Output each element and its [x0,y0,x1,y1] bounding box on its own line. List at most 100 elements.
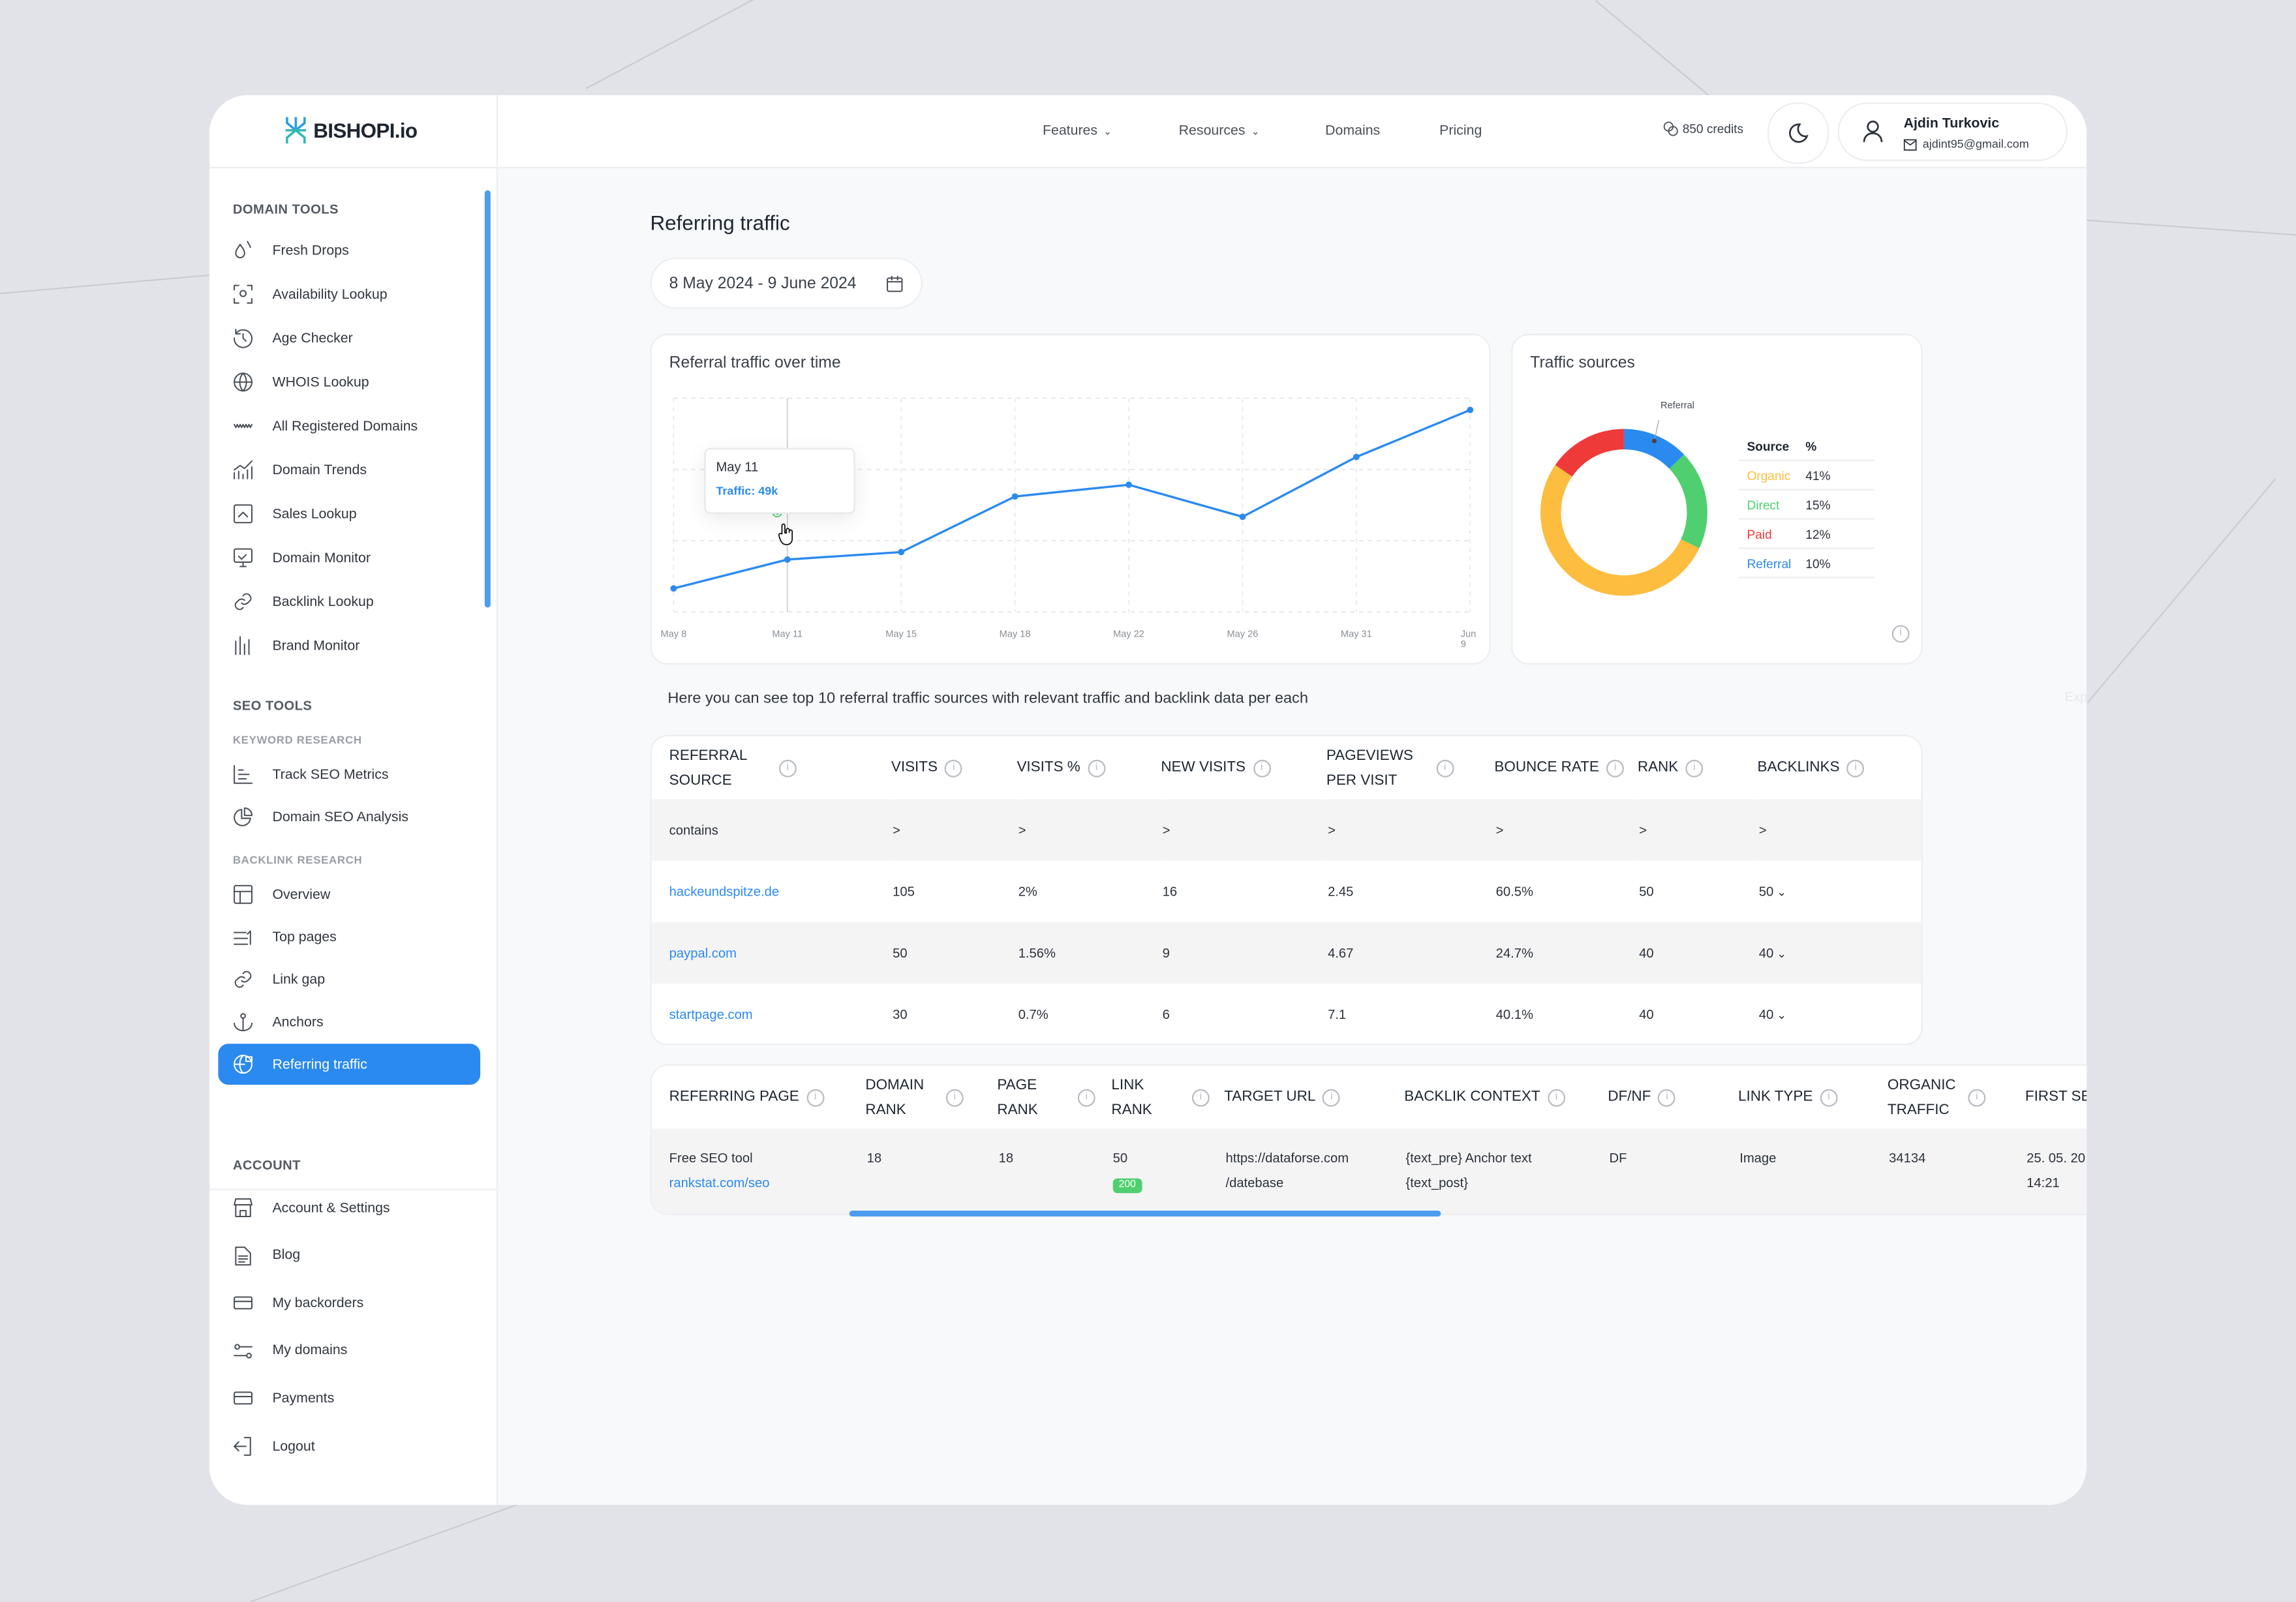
sidebar-item-sales-lookup[interactable]: Sales Lookup [218,493,480,534]
filter-cell[interactable]: > [1328,823,1336,838]
donut-slice-paid[interactable] [1555,429,1624,477]
horizontal-scrollbar[interactable] [849,1211,1441,1217]
column-header[interactable]: VISITS % i [1017,736,1161,800]
column-header[interactable]: PAGEVIEWS PER VISIT i [1326,736,1495,800]
donut-slice-direct[interactable] [1669,454,1707,549]
info-icon[interactable]: i [1820,1088,1838,1106]
column-header[interactable]: ORGANIC TRAFFIC i [1888,1066,2025,1129]
sidebar-item-anchors[interactable]: Anchors [218,1001,480,1042]
nav-features[interactable]: Features ⌄ [1043,123,1112,140]
donut-slice-referral[interactable] [1623,429,1685,469]
filter-cell[interactable]: > [1495,823,1504,838]
info-icon[interactable]: i [1658,1088,1676,1106]
sidebar-item-domain-trends[interactable]: Domain Trends [218,449,480,491]
sidebar-item-all-registered-domains[interactable]: All Registered Domains [218,406,480,447]
info-icon[interactable]: i [1191,1088,1210,1106]
referral-source-link[interactable]: startpage.com [652,984,891,1044]
column-header[interactable]: BACKLINKS i [1757,736,1921,800]
sidebar-item-whois-lookup[interactable]: WHOIS Lookup [218,361,480,402]
referral-source-link[interactable]: paypal.com [652,922,891,984]
sidebar-item-blog[interactable]: Blog [218,1235,480,1276]
column-header[interactable]: LINK RANK i [1111,1066,1224,1129]
sidebar-item-top-pages[interactable]: Top pages [218,916,480,958]
dark-mode-toggle[interactable] [1767,102,1829,164]
donut-slice-organic[interactable] [1540,464,1700,596]
column-header[interactable]: VISITS i [891,736,1017,800]
info-icon[interactable]: i [1253,759,1271,777]
sidebar-item-payments[interactable]: Payments [218,1378,480,1419]
sidebar-item-referring-traffic[interactable]: Referring traffic [218,1044,481,1085]
brand-logo[interactable]: BISHOPI.io [283,115,418,145]
sidebar-item-domain-seo-analysis[interactable]: Domain SEO Analysis [218,796,480,838]
header-wrap: LINK RANK i [1111,1072,1224,1122]
nav-resources[interactable]: Resources ⌄ [1179,123,1260,140]
date-range-picker[interactable]: 8 May 2024 - 9 June 2024 [650,257,923,309]
sidebar-item-my-domains[interactable]: My domains [218,1331,480,1372]
info-icon[interactable]: i [1547,1088,1565,1106]
column-header[interactable]: TARGET URL i [1224,1066,1404,1129]
info-icon[interactable]: i [1846,759,1865,777]
sidebar-item-age-checker[interactable]: Age Checker [218,318,480,359]
sidebar-item-availability-lookup[interactable]: Availability Lookup [218,274,480,315]
user-menu[interactable]: Ajdin Turkovic ajdint95@gmail.com [1837,102,2068,161]
referral-source-link[interactable]: hackeundspitze.de [652,861,891,922]
info-icon[interactable]: i [806,1088,824,1106]
sidebar-item-overview[interactable]: Overview [218,874,480,915]
page-url[interactable]: rankstat.com/seo [669,1171,864,1196]
filter-cell[interactable]: > [1639,823,1647,838]
chevron-down-icon[interactable]: ⌄ [1773,947,1787,961]
filter-cell[interactable]: > [1018,823,1026,838]
chevron-down-icon[interactable]: ⌄ [1773,1008,1787,1022]
table-cell: 50 [1638,861,1758,922]
chevron-down-icon[interactable]: ⌄ [1773,885,1787,899]
column-header[interactable]: DOMAIN RANK i [865,1066,997,1129]
filter-cell[interactable]: > [893,823,900,838]
column-header[interactable]: REFERRING PAGE i [652,1066,866,1129]
column-header[interactable]: DF/NF i [1608,1066,1738,1129]
sidebar-item-backlink-lookup[interactable]: Backlink Lookup [218,581,480,622]
x-tick-label: May 8 [660,629,687,640]
column-header[interactable]: LINK TYPE i [1738,1066,1888,1129]
info-icon[interactable]: i [1323,1088,1341,1106]
nav-domains[interactable]: Domains [1325,123,1380,140]
sidebar-item-account-settings[interactable]: Account & Settings [218,1187,480,1228]
nav-pricing[interactable]: Pricing [1439,123,1482,140]
info-icon[interactable]: i [1087,759,1105,777]
x-tick-label: May 22 [1113,629,1144,640]
link-icon [233,969,253,990]
info-icon[interactable]: i [1685,759,1704,777]
column-header[interactable]: BOUNCE RATE i [1494,736,1637,800]
sidebar-item-my-backorders[interactable]: My backorders [218,1282,480,1323]
filter-cell[interactable]: > [1162,823,1171,838]
info-icon[interactable]: i [1077,1088,1095,1106]
section-title-account: ACCOUNT [232,1158,301,1173]
filter-cell[interactable]: contains [669,823,718,838]
column-header[interactable]: BACKLIK CONTEXT i [1404,1066,1608,1129]
sidebar-item-logout[interactable]: Logout [218,1426,480,1467]
info-icon[interactable]: i [1436,759,1454,777]
sidebar-item-domain-monitor[interactable]: Domain Monitor [218,537,480,579]
column-header[interactable]: RANK i [1638,736,1758,800]
filter-cell[interactable]: > [1758,823,1767,838]
sidebar-scrollbar[interactable] [484,190,491,608]
info-icon[interactable]: i [1606,759,1625,777]
info-icon[interactable]: i [778,759,797,777]
header-label: VISITS [891,759,938,776]
info-icon[interactable]: i [1891,625,1910,643]
credits-display[interactable]: 850 credits [1663,121,1743,136]
column-header[interactable]: PAGE RANK i [997,1066,1111,1129]
sidebar-item-track-seo-metrics[interactable]: Track SEO Metrics [218,754,480,795]
header-label: PAGEVIEWS PER VISIT [1326,747,1413,789]
sidebar-item-link-gap[interactable]: Link gap [218,959,480,1000]
export-button[interactable]: Export [2064,689,2087,704]
column-header[interactable]: FIRST SE [2025,1066,2087,1129]
cell-value: 50 [893,945,908,961]
column-header[interactable]: REFERRAL SOURCE i [652,736,891,800]
sidebar-item-fresh-drops[interactable]: Fresh Drops [218,230,480,271]
info-icon[interactable]: i [1968,1088,1986,1106]
legend-source: Paid [1747,526,1772,541]
info-icon[interactable]: i [945,1088,964,1106]
info-icon[interactable]: i [945,759,963,777]
sidebar-item-brand-monitor[interactable]: Brand Monitor [218,625,480,666]
column-header[interactable]: NEW VISITS i [1161,736,1326,800]
